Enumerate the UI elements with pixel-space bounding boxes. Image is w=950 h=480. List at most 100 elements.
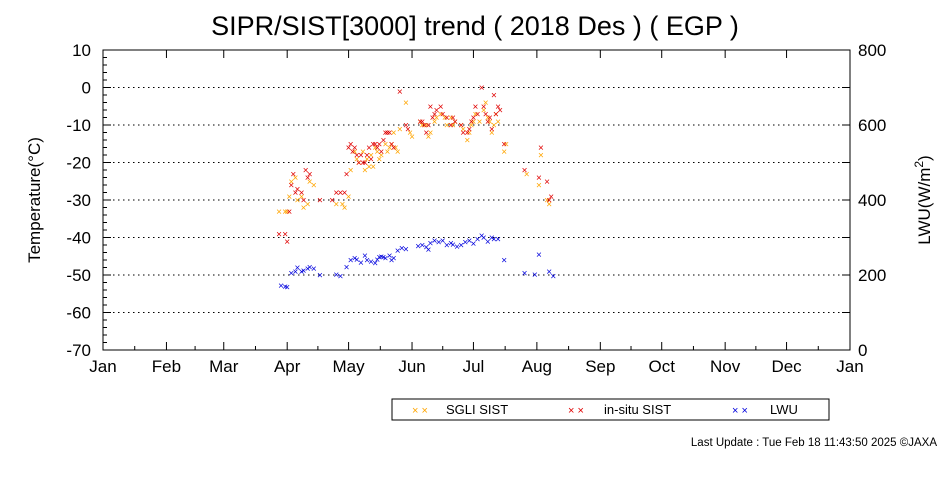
legend-marker: × × bbox=[412, 405, 428, 417]
data-point: × bbox=[303, 166, 309, 177]
data-point: × bbox=[407, 128, 413, 139]
data-point: × bbox=[380, 136, 386, 147]
data-point: × bbox=[522, 166, 528, 177]
data-point: × bbox=[395, 246, 401, 257]
data-point: × bbox=[385, 128, 391, 139]
right-tick-label: 0 bbox=[858, 341, 867, 360]
data-point: × bbox=[544, 177, 550, 188]
data-point: × bbox=[491, 91, 497, 102]
data-point: × bbox=[532, 270, 538, 281]
data-point: × bbox=[278, 281, 284, 292]
chart-title: SIPR/SIST[3000] trend ( 2018 Des ) ( EGP… bbox=[211, 11, 739, 41]
right-axis-label-end: ) bbox=[915, 155, 934, 161]
data-point: × bbox=[405, 124, 411, 135]
left-tick-label: 0 bbox=[82, 79, 91, 98]
data-point: × bbox=[434, 113, 440, 124]
data-point: × bbox=[397, 124, 403, 135]
data-point: × bbox=[387, 251, 393, 262]
data-point: × bbox=[497, 106, 503, 117]
data-point: × bbox=[292, 188, 298, 199]
legend-label: SGLI SIST bbox=[446, 402, 508, 417]
x-tick-label: Mar bbox=[209, 357, 239, 376]
data-point: × bbox=[342, 203, 348, 214]
data-point: × bbox=[489, 128, 495, 139]
data-point: × bbox=[286, 207, 292, 218]
data-point: × bbox=[356, 158, 362, 169]
data-point: × bbox=[438, 109, 444, 120]
data-point: × bbox=[444, 241, 450, 252]
data-point: × bbox=[419, 241, 425, 252]
data-point: × bbox=[462, 238, 468, 249]
data-point: × bbox=[284, 237, 290, 248]
data-point: × bbox=[425, 132, 431, 143]
data-point: × bbox=[452, 117, 458, 128]
data-point: × bbox=[364, 154, 370, 165]
legend: × × SGLI SIST × × in-situ SIST × × LWU bbox=[391, 398, 830, 421]
data-point: × bbox=[372, 139, 378, 150]
data-point: × bbox=[282, 282, 288, 293]
data-point: × bbox=[440, 236, 446, 247]
data-point: × bbox=[290, 169, 296, 180]
data-point: × bbox=[370, 162, 376, 173]
data-point: × bbox=[417, 117, 423, 128]
data-point: × bbox=[458, 241, 464, 252]
x-axis: Jan Feb Mar Apr May Jun Jul Aug Sep Oct Nov Dec Jan bbox=[89, 50, 864, 376]
data-point: × bbox=[442, 113, 448, 124]
data-point: × bbox=[423, 128, 429, 139]
data-point: × bbox=[276, 207, 282, 218]
data-point: × bbox=[501, 147, 507, 158]
data-point: × bbox=[360, 147, 366, 158]
data-point: × bbox=[452, 117, 458, 128]
x-tick-label: Jan bbox=[89, 357, 116, 376]
data-point: × bbox=[354, 255, 360, 266]
data-point: × bbox=[333, 270, 339, 281]
left-tick-label: -20 bbox=[66, 154, 91, 173]
data-point: × bbox=[342, 188, 348, 199]
data-point: × bbox=[348, 166, 354, 177]
data-point: × bbox=[307, 177, 313, 188]
data-point: × bbox=[493, 109, 499, 120]
x-tick-label: Feb bbox=[152, 357, 181, 376]
data-point: × bbox=[448, 239, 454, 250]
data-point: × bbox=[538, 143, 544, 154]
data-point: × bbox=[544, 196, 550, 207]
data-point: × bbox=[295, 196, 301, 207]
data-point: × bbox=[444, 113, 450, 124]
data-point: × bbox=[466, 128, 472, 139]
data-point: × bbox=[466, 236, 472, 247]
x-tick-label: May bbox=[333, 357, 366, 376]
left-tick-label: -10 bbox=[66, 116, 91, 135]
data-point: × bbox=[397, 87, 403, 98]
data-point: × bbox=[378, 151, 384, 162]
data-point: × bbox=[374, 255, 380, 266]
data-point: × bbox=[344, 169, 350, 180]
data-point: × bbox=[387, 143, 393, 154]
data-point: × bbox=[340, 199, 346, 210]
data-point: × bbox=[419, 117, 425, 128]
data-point: × bbox=[399, 244, 405, 255]
data-point: × bbox=[391, 128, 397, 139]
legend-box bbox=[391, 398, 830, 421]
data-point: × bbox=[337, 188, 343, 199]
data-point: × bbox=[458, 121, 464, 132]
data-point: × bbox=[362, 251, 368, 262]
data-point: × bbox=[538, 151, 544, 162]
data-point: × bbox=[524, 169, 530, 180]
data-point: × bbox=[503, 139, 509, 150]
data-point: × bbox=[346, 143, 352, 154]
data-point: × bbox=[428, 128, 434, 139]
data-point: × bbox=[491, 121, 497, 132]
data-point: × bbox=[305, 173, 311, 184]
data-point: × bbox=[403, 98, 409, 109]
data-point: × bbox=[491, 235, 497, 246]
x-tick-label: Jan bbox=[836, 357, 863, 376]
data-point: × bbox=[389, 139, 395, 150]
data-point: × bbox=[299, 188, 305, 199]
data-point: × bbox=[376, 139, 382, 150]
data-point: × bbox=[292, 173, 298, 184]
x-tick-label: Aug bbox=[522, 357, 552, 376]
data-point: × bbox=[501, 139, 507, 150]
right-axis-label: LWU(W/m2) bbox=[912, 155, 934, 244]
data-point: × bbox=[483, 109, 489, 120]
data-point: × bbox=[440, 109, 446, 120]
